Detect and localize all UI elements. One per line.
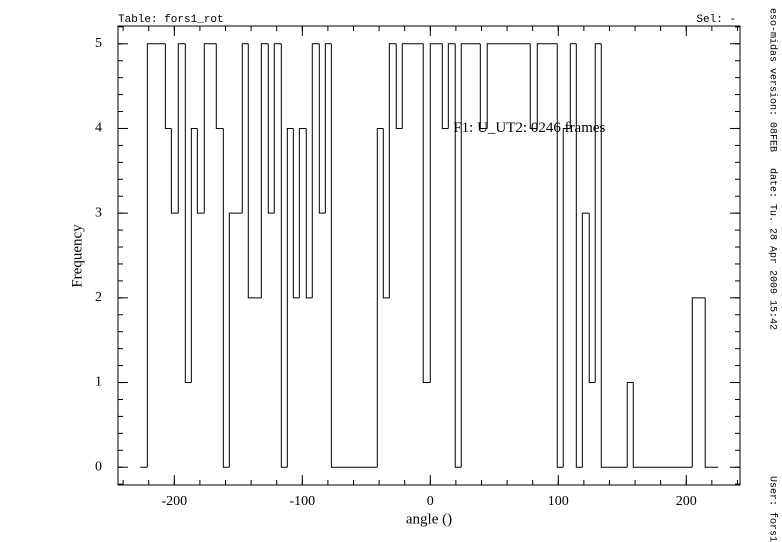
histogram-step bbox=[588, 213, 596, 384]
histogram-step bbox=[273, 43, 282, 214]
histogram-step bbox=[382, 128, 390, 299]
table-label: Table: fors1_rot bbox=[118, 14, 224, 26]
histogram-step bbox=[324, 43, 332, 214]
user-text: User: fors1 bbox=[766, 476, 778, 542]
histogram-step bbox=[562, 127, 571, 468]
version-text: eso-midas version: 08FEB bbox=[766, 8, 778, 152]
x-tick-label: -200 bbox=[161, 494, 187, 509]
histogram-step bbox=[632, 382, 693, 468]
histogram-step bbox=[215, 43, 224, 129]
histogram-step bbox=[569, 43, 577, 129]
y-tick-label: 4 bbox=[95, 121, 102, 136]
histogram-step bbox=[429, 43, 443, 383]
histogram-step bbox=[292, 128, 300, 299]
histogram-step bbox=[203, 43, 217, 214]
histogram-step bbox=[691, 297, 706, 468]
histogram-step bbox=[594, 43, 602, 383]
x-tick-label: 0 bbox=[427, 494, 434, 509]
histogram-step bbox=[247, 43, 262, 299]
histogram-step bbox=[318, 43, 326, 214]
histogram-step bbox=[376, 127, 384, 468]
histogram-step bbox=[486, 43, 531, 129]
selection-label: Sel: - bbox=[696, 14, 736, 26]
x-tick-label: 100 bbox=[548, 494, 569, 509]
y-tick-label: 1 bbox=[95, 375, 102, 390]
histogram-step bbox=[556, 43, 564, 468]
x-tick-label: -100 bbox=[289, 494, 315, 509]
histogram-step bbox=[422, 43, 431, 384]
histogram-step bbox=[581, 212, 590, 468]
histogram-step bbox=[280, 43, 288, 468]
y-tick-label: 2 bbox=[95, 290, 102, 305]
histogram-step bbox=[222, 128, 230, 468]
histogram-step bbox=[241, 43, 249, 214]
y-tick-label: 5 bbox=[95, 36, 102, 51]
y-tick-label: 3 bbox=[95, 205, 102, 220]
histogram-step bbox=[536, 43, 558, 129]
x-axis-label: angle () bbox=[406, 511, 452, 527]
histogram-step bbox=[267, 43, 275, 214]
histogram-step bbox=[330, 43, 378, 468]
y-axis-label: Frequency bbox=[69, 224, 85, 288]
date-text: date: Tu. 28 Apr 2009 15:42 bbox=[766, 168, 778, 330]
histogram-step bbox=[146, 43, 166, 468]
x-tick-label: 200 bbox=[676, 494, 697, 509]
histogram-step bbox=[196, 128, 205, 214]
histogram-step bbox=[441, 43, 449, 129]
histogram-step bbox=[401, 43, 424, 129]
histogram-step bbox=[460, 43, 481, 468]
histogram-step bbox=[395, 43, 403, 129]
histogram-step bbox=[286, 127, 294, 468]
histogram-step bbox=[311, 43, 320, 298]
histogram-step bbox=[190, 127, 198, 383]
histogram-step bbox=[447, 43, 456, 129]
histogram-step bbox=[228, 212, 243, 468]
histogram-step bbox=[575, 43, 583, 468]
histogram-step bbox=[388, 43, 397, 298]
histogram-step bbox=[305, 128, 313, 299]
histogram-step bbox=[600, 43, 628, 468]
histogram-step bbox=[529, 43, 538, 129]
plot-frame bbox=[117, 25, 741, 486]
y-tick-label: 0 bbox=[95, 459, 102, 474]
histogram-step bbox=[298, 127, 307, 298]
histogram-step bbox=[704, 297, 719, 468]
histogram-step bbox=[164, 43, 172, 129]
histogram-step bbox=[260, 43, 269, 298]
histogram-step bbox=[626, 382, 634, 468]
histogram-step bbox=[177, 43, 186, 214]
histogram-step bbox=[454, 43, 462, 468]
histogram-step bbox=[170, 128, 179, 214]
histogram-step bbox=[184, 43, 192, 384]
annotation: F1: U_UT2: 0246 frames bbox=[453, 120, 605, 136]
histogram-step bbox=[479, 43, 488, 129]
